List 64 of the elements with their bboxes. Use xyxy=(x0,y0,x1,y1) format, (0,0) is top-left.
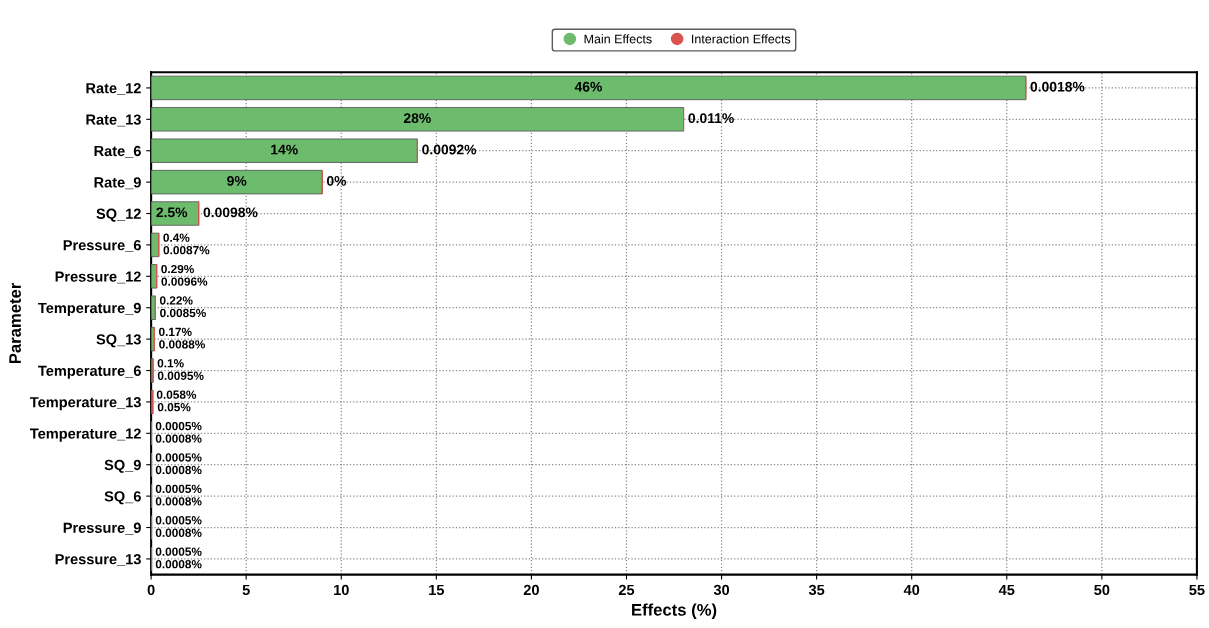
x-tick-label: 40 xyxy=(903,584,920,596)
data-label: 0.0087% xyxy=(163,245,210,255)
data-label: 0.0098% xyxy=(203,207,258,218)
data-label: 0.0005% xyxy=(155,516,202,525)
legend-label: Main Effects xyxy=(584,34,652,44)
x-tick-label: 45 xyxy=(998,584,1015,596)
y-tick-label: Rate_13 xyxy=(86,114,141,127)
data-label: 0.0018% xyxy=(1030,81,1085,92)
data-label: 0.0008% xyxy=(155,465,202,475)
data-label: 0.0005% xyxy=(155,453,202,462)
data-label: 0.05% xyxy=(157,402,191,412)
y-tick-label: Pressure_9 xyxy=(63,522,141,535)
data-label: 0.0008% xyxy=(155,559,202,569)
data-label: 0.17% xyxy=(158,327,192,337)
y-tick-label: Pressure_6 xyxy=(63,240,141,252)
y-tick-label: Pressure_13 xyxy=(55,554,141,566)
y-tick-label: SQ_12 xyxy=(96,208,141,222)
x-tick-label: 30 xyxy=(713,584,730,596)
x-tick-label: 55 xyxy=(1189,584,1205,596)
data-label: 28% xyxy=(403,113,431,124)
data-label: 0.0088% xyxy=(159,340,205,349)
data-label: 0.058% xyxy=(156,390,197,399)
data-label: 0% xyxy=(326,176,347,186)
y-tick-label: Temperature_6 xyxy=(38,365,141,379)
x-tick-label: 15 xyxy=(429,584,445,596)
data-label: 0.1% xyxy=(157,359,184,368)
data-label: 0.0095% xyxy=(157,371,204,380)
data-label: 0.0085% xyxy=(160,308,206,318)
data-label: 0.4% xyxy=(163,233,190,242)
y-tick-label: SQ_9 xyxy=(104,459,141,473)
data-label: 0.22% xyxy=(159,296,193,305)
data-label: 14% xyxy=(271,144,298,155)
data-label: 0.0005% xyxy=(155,547,202,556)
data-label: 46% xyxy=(574,81,602,92)
data-label: 0.0008% xyxy=(155,434,202,443)
y-tick-label: SQ_6 xyxy=(104,491,141,505)
data-label: 0.0005% xyxy=(155,421,202,431)
data-label: 0.011% xyxy=(688,113,734,124)
y-axis-title: Parameter xyxy=(9,282,21,364)
data-label: 9% xyxy=(227,176,247,186)
x-tick-label: 20 xyxy=(523,584,539,596)
y-tick-label: Temperature_13 xyxy=(29,397,141,411)
x-tick-label: 5 xyxy=(242,584,250,596)
data-label: 0.0008% xyxy=(155,497,202,506)
y-tick-label: SQ_13 xyxy=(96,334,141,348)
data-label: 0.29% xyxy=(161,264,194,274)
x-tick-label: 25 xyxy=(618,584,635,596)
data-label: 2.5% xyxy=(156,207,188,218)
data-label: 0.0005% xyxy=(155,484,202,494)
data-label: 0.0092% xyxy=(422,144,477,155)
data-label: 0.0008% xyxy=(155,528,202,537)
data-label: 0.0096% xyxy=(161,277,208,286)
y-tick-label: Temperature_12 xyxy=(29,428,141,442)
y-tick-label: Rate_6 xyxy=(94,145,141,158)
x-tick-label: 10 xyxy=(334,584,349,596)
y-tick-label: Rate_12 xyxy=(86,83,141,95)
y-tick-label: Temperature_9 xyxy=(38,302,141,317)
x-tick-label: 50 xyxy=(1094,584,1110,596)
y-tick-label: Pressure_12 xyxy=(55,271,141,284)
x-axis-title: Effects (%) xyxy=(632,603,717,620)
y-tick-label: Rate_9 xyxy=(94,177,141,190)
legend-label: Interaction Effects xyxy=(692,34,791,44)
x-tick-label: 0 xyxy=(147,584,155,596)
x-tick-label: 35 xyxy=(808,584,825,596)
